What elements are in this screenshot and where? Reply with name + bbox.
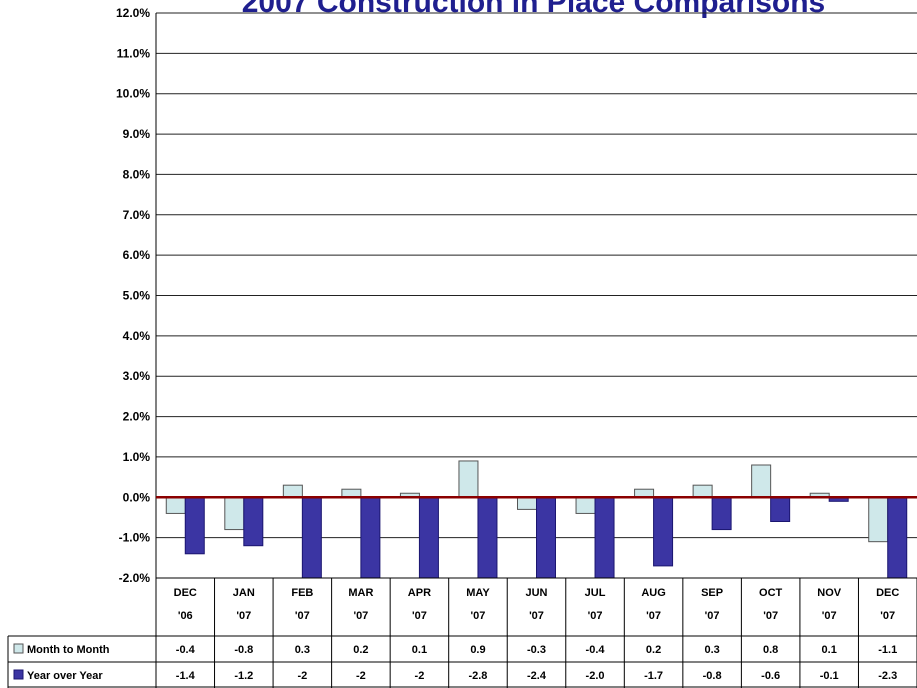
data-table-cell: 0.1 xyxy=(412,644,427,656)
data-table-cell: -0.3 xyxy=(527,644,546,656)
y-tick-label: 6.0% xyxy=(123,248,151,262)
x-tick-label: JAN xyxy=(233,587,255,599)
bar-month-to-month xyxy=(458,460,479,498)
x-tick-label: DEC xyxy=(876,587,899,599)
data-table-cell: -1.2 xyxy=(234,670,253,682)
y-tick-label: 9.0% xyxy=(123,127,151,141)
data-table-cell: 0.8 xyxy=(763,644,778,656)
x-tick-label: JUN xyxy=(525,587,547,599)
bar-month-to-month xyxy=(575,496,596,514)
y-tick-label: 0.0% xyxy=(123,490,151,504)
data-table-cell: 0.2 xyxy=(646,644,661,656)
data-table-cell: -2 xyxy=(415,670,425,682)
y-tick-label: -1.0% xyxy=(119,531,151,545)
data-table-cell: 0.9 xyxy=(470,644,485,656)
data-table-cell: -1.4 xyxy=(176,670,196,682)
bar-year-over-year xyxy=(711,496,732,531)
bar-year-over-year xyxy=(418,496,439,579)
chart-title: 2007 Construction in Place Comparisons xyxy=(241,0,826,19)
x-tick-label: MAY xyxy=(466,587,490,599)
data-table-cell: -0.8 xyxy=(234,644,253,656)
y-tick-label: 12.0% xyxy=(116,6,150,20)
data-table-cell: -1.1 xyxy=(878,644,897,656)
bar-month-to-month xyxy=(224,496,245,531)
x-tick-label: OCT xyxy=(759,587,783,599)
x-tick-label: '07 xyxy=(822,610,837,622)
data-table-cell: -0.8 xyxy=(703,670,722,682)
legend-swatch xyxy=(13,669,24,680)
bar-year-over-year xyxy=(594,496,615,579)
data-table-cell: -2 xyxy=(297,670,307,682)
legend-label: Month to Month xyxy=(27,644,110,656)
x-tick-label: '07 xyxy=(471,610,486,622)
bar-month-to-month xyxy=(868,496,889,543)
x-tick-label: SEP xyxy=(701,587,723,599)
x-tick-label: NOV xyxy=(817,587,842,599)
bar-year-over-year xyxy=(243,496,264,547)
bar-year-over-year xyxy=(653,496,674,567)
bar-year-over-year xyxy=(301,496,322,579)
x-tick-label: AUG xyxy=(641,587,665,599)
y-tick-label: 11.0% xyxy=(117,46,151,60)
y-tick-label: 2.0% xyxy=(123,410,151,424)
data-table-cell: 0.1 xyxy=(822,644,837,656)
x-tick-label: '07 xyxy=(353,610,368,622)
x-tick-label: '07 xyxy=(529,610,544,622)
bar-month-to-month xyxy=(692,484,713,498)
x-tick-label: '07 xyxy=(880,610,895,622)
data-table-cell: -0.1 xyxy=(820,670,839,682)
data-table-cell: -0.4 xyxy=(176,644,196,656)
bar-year-over-year xyxy=(536,496,556,579)
x-tick-label: MAR xyxy=(348,587,373,599)
data-table-cell: -1.7 xyxy=(644,670,663,682)
bar-year-over-year xyxy=(360,496,381,579)
y-tick-label: 10.0% xyxy=(116,87,150,101)
data-table-cell: -2.0 xyxy=(586,670,605,682)
y-tick-label: 8.0% xyxy=(123,167,151,181)
legend-swatch xyxy=(13,643,24,654)
data-table-cell: 0.3 xyxy=(295,644,310,656)
bar-month-to-month xyxy=(517,496,537,510)
x-tick-label: '07 xyxy=(236,610,251,622)
x-tick-label: JUL xyxy=(585,587,606,599)
data-table-cell: -2 xyxy=(356,670,366,682)
x-tick-label: '07 xyxy=(646,610,661,622)
legend-label: Year over Year xyxy=(27,670,103,682)
y-tick-label: 1.0% xyxy=(123,450,151,464)
data-table-cell: 0.3 xyxy=(704,644,719,656)
x-tick-label: '07 xyxy=(295,610,310,622)
bar-year-over-year xyxy=(770,496,791,522)
bar-month-to-month xyxy=(165,496,186,514)
x-tick-label: DEC xyxy=(174,587,197,599)
bar-year-over-year xyxy=(184,496,205,555)
bar-year-over-year xyxy=(887,496,908,579)
x-tick-label: '07 xyxy=(763,610,778,622)
data-table-cell: -0.6 xyxy=(761,670,780,682)
data-table-cell: -2.3 xyxy=(878,670,897,682)
x-tick-label: FEB xyxy=(291,587,313,599)
bar-month-to-month xyxy=(751,464,772,498)
bar-month-to-month xyxy=(282,484,303,498)
data-table-cell: -2.4 xyxy=(527,670,547,682)
y-tick-label: -2.0% xyxy=(119,571,151,585)
x-tick-label: APR xyxy=(408,587,431,599)
y-tick-label: 4.0% xyxy=(123,329,151,343)
x-tick-label: '06 xyxy=(178,610,193,622)
y-tick-label: 3.0% xyxy=(123,369,151,383)
x-tick-label: '07 xyxy=(588,610,603,622)
x-tick-label: '07 xyxy=(412,610,427,622)
x-tick-label: '07 xyxy=(705,610,720,622)
y-tick-label: 5.0% xyxy=(123,289,151,303)
data-table-cell: -2.8 xyxy=(468,670,487,682)
data-table-cell: -0.4 xyxy=(586,644,606,656)
bar-year-over-year xyxy=(477,496,498,579)
y-tick-label: 7.0% xyxy=(123,208,151,222)
data-table-cell: 0.2 xyxy=(353,644,368,656)
